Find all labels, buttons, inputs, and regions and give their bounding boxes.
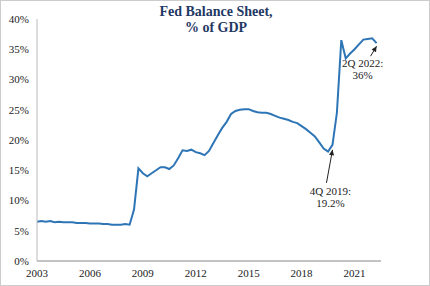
svg-text:2015: 2015: [238, 267, 261, 279]
svg-text:2012: 2012: [185, 267, 207, 279]
svg-text:2018: 2018: [291, 267, 314, 279]
svg-text:2009: 2009: [132, 267, 155, 279]
svg-text:15%: 15%: [9, 164, 29, 176]
svg-text:19.2%: 19.2%: [316, 197, 344, 209]
svg-text:0%: 0%: [14, 255, 29, 267]
svg-text:30%: 30%: [9, 73, 29, 85]
svg-text:40%: 40%: [9, 13, 29, 25]
svg-text:2003: 2003: [26, 267, 49, 279]
html-text:Fed Balance Sheet,: Fed Balance Sheet,: [159, 4, 273, 19]
svg-text:4Q 2019:: 4Q 2019:: [310, 185, 351, 197]
html-text:% of GDP: % of GDP: [184, 20, 248, 35]
svg-text:10%: 10%: [9, 194, 29, 206]
svg-text:2021: 2021: [344, 267, 366, 279]
svg-text:2006: 2006: [79, 267, 102, 279]
svg-text:36%: 36%: [353, 69, 373, 81]
svg-text:25%: 25%: [9, 104, 29, 116]
svg-text:35%: 35%: [9, 43, 29, 55]
svg-text:20%: 20%: [9, 134, 29, 146]
svg-text:5%: 5%: [14, 225, 29, 237]
svg-text:2Q 2022:: 2Q 2022:: [342, 57, 383, 69]
